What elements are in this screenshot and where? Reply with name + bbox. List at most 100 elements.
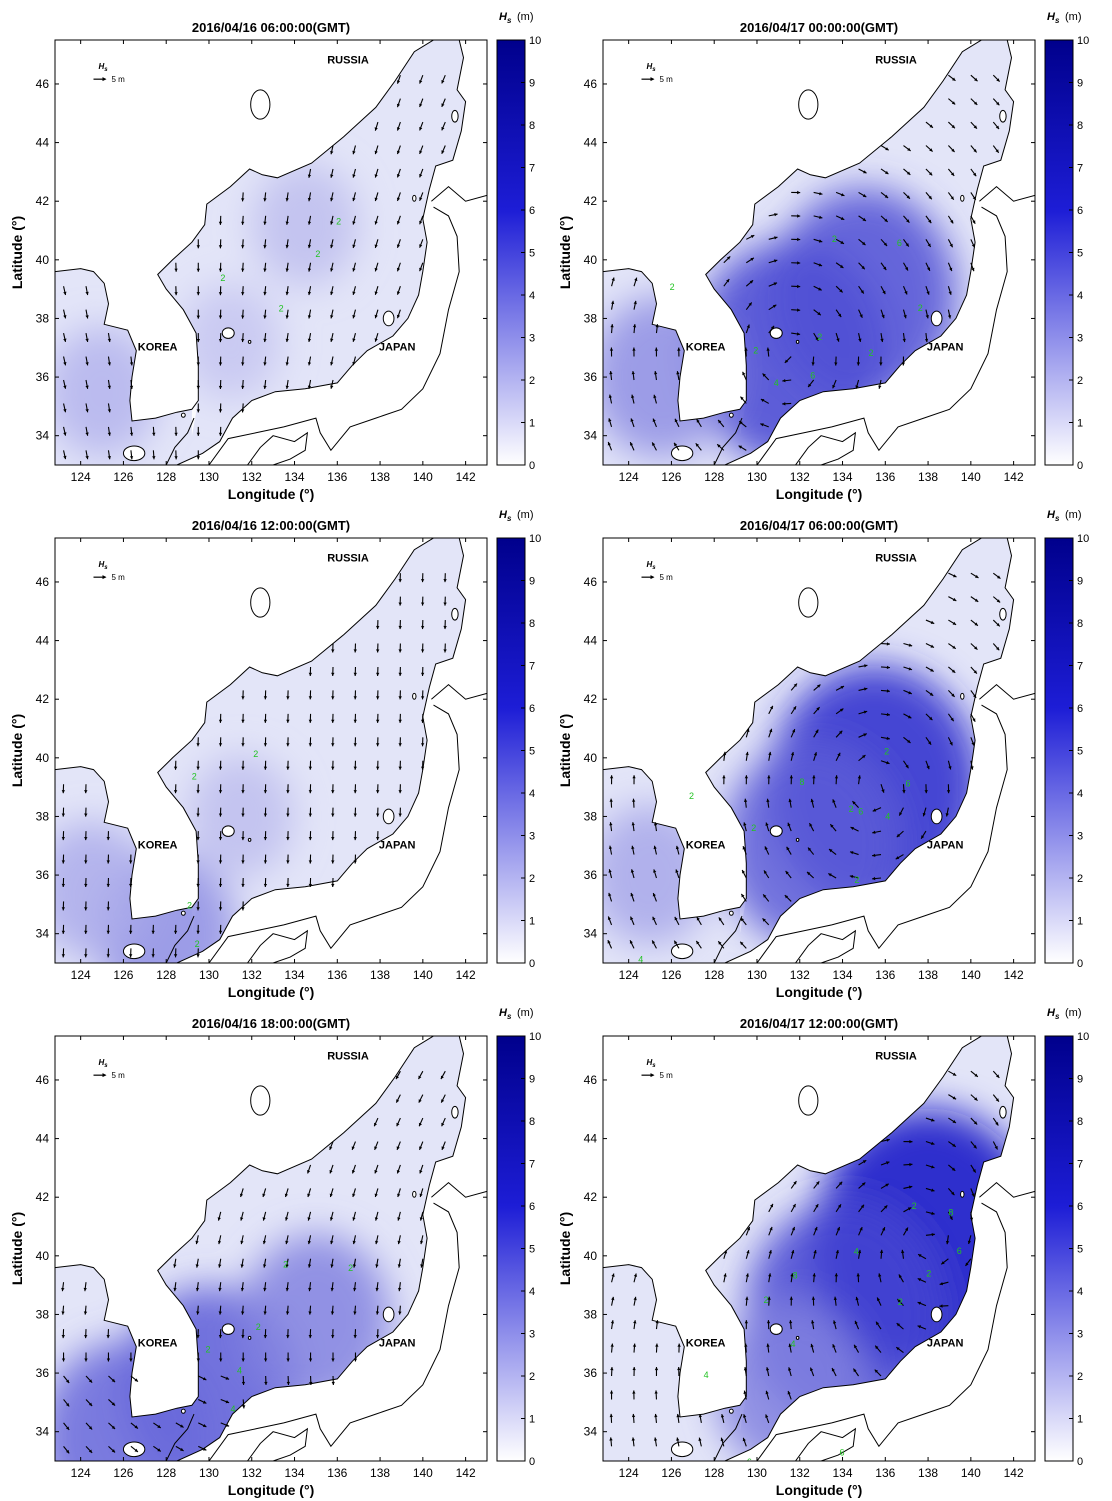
scale-arrow-value: 5 m	[111, 75, 125, 84]
korea-land	[603, 538, 983, 920]
colorbar-unit: (m)	[1065, 11, 1082, 23]
colorbar	[496, 537, 526, 964]
korea-land	[55, 538, 435, 920]
y-tick-label: 42	[36, 194, 50, 208]
contour-label: 6	[957, 1246, 962, 1256]
island	[250, 89, 271, 120]
japan-land	[176, 538, 487, 963]
x-tick-label: 136	[875, 470, 895, 484]
colorbar	[496, 39, 526, 466]
coastline	[756, 206, 1008, 465]
colorbar-tick-label: 0	[1077, 460, 1083, 472]
colorbar-tick-label: 4	[1077, 788, 1083, 800]
coastline	[431, 683, 487, 700]
x-tick-label: 134	[285, 1466, 305, 1480]
y-tick-label: 38	[36, 1307, 50, 1321]
colorbar-tick-label: 6	[1077, 1201, 1083, 1213]
scale-arrow-value: 5 m	[659, 75, 673, 84]
contour-label: 8	[799, 777, 804, 787]
y-tick-label: 42	[584, 1190, 598, 1204]
x-axis-label: Longitude (°)	[776, 1482, 862, 1498]
colorbar-tick-label: 2	[1077, 375, 1083, 387]
region-label-japan: JAPAN	[927, 342, 964, 354]
island	[122, 445, 146, 462]
island	[180, 1408, 186, 1414]
x-tick-label: 140	[961, 1466, 981, 1480]
coastline	[979, 185, 1035, 202]
panel-title: 2016/04/17 12:00:00(GMT)	[740, 1016, 898, 1031]
region-label-korea: KOREA	[686, 342, 726, 354]
island	[728, 412, 734, 418]
contour-label: 2	[6, 871, 11, 881]
scale-arrow-value: 5 m	[111, 573, 125, 582]
map-panel-1: 2016/04/16 06:00:00(GMT) 2 2 2 2 2 2 RUSSIA KORE…	[0, 0, 541, 502]
island	[451, 607, 459, 621]
scale-arrow-value: 5 m	[111, 1071, 125, 1080]
colorbar-tick-label: 0	[529, 460, 535, 472]
contour-label: 8	[793, 1270, 798, 1280]
x-tick-label: 126	[113, 1466, 133, 1480]
y-tick-label: 38	[584, 311, 598, 325]
colorbar-tick-label: 2	[1077, 1371, 1083, 1383]
contour-label: 4	[596, 798, 601, 808]
contour-label: 2	[751, 823, 756, 833]
coastline	[713, 417, 743, 465]
x-tick-label: 142	[456, 1466, 476, 1480]
coastline	[979, 683, 1035, 700]
contour-label: 2	[898, 1297, 903, 1307]
colorbar	[1044, 537, 1074, 964]
colorbar-tick-label: 4	[1077, 290, 1083, 302]
contour-label: 2	[279, 303, 284, 313]
y-tick-label: 46	[584, 77, 598, 91]
contour-label: 6	[810, 370, 815, 380]
plot-frame	[602, 39, 1036, 466]
scale-arrow-label: Hs	[646, 1058, 656, 1069]
colorbar-tick-label: 10	[1077, 1031, 1089, 1043]
contour-label: 2	[256, 1322, 261, 1332]
x-tick-label: 132	[790, 1466, 810, 1480]
colorbar-tick-label: 5	[529, 1244, 535, 1256]
korea-land	[603, 40, 983, 422]
colorbar-tick-label: 3	[529, 1329, 535, 1341]
colorbar-title: Hs	[499, 1007, 512, 1021]
colorbar-tick-label: 6	[529, 205, 535, 217]
y-axis-label: Latitude (°)	[9, 1212, 25, 1285]
contour-label: 2	[192, 772, 197, 782]
coastline	[431, 1181, 487, 1198]
colorbar-tick-label: 0	[1077, 1456, 1083, 1468]
y-tick-label: 40	[36, 1249, 50, 1263]
colorbar-tick-label: 10	[1077, 35, 1089, 47]
x-tick-label: 138	[918, 968, 938, 982]
contour-label: 6	[747, 1457, 752, 1467]
colorbar-tick-label: 9	[1077, 1074, 1083, 1086]
colorbar-tick-label: 0	[1077, 958, 1083, 970]
coastline	[795, 929, 857, 963]
island	[960, 194, 965, 202]
coastline	[208, 704, 460, 963]
japan-land	[724, 1036, 1035, 1461]
x-tick-label: 130	[199, 470, 219, 484]
coastline	[165, 915, 195, 963]
colorbar-tick-label: 8	[1077, 120, 1083, 132]
island	[930, 1306, 943, 1323]
colorbar-tick-label: 1	[1077, 418, 1083, 430]
colorbar-title: Hs	[1047, 1007, 1060, 1021]
y-tick-label: 40	[36, 751, 50, 765]
plot-frame	[602, 537, 1036, 964]
hs-maximum	[770, 188, 957, 402]
x-tick-label: 140	[413, 968, 433, 982]
colorbar-tick-label: 8	[529, 1116, 535, 1128]
x-tick-label: 128	[704, 968, 724, 982]
contour-label: 4	[791, 1339, 796, 1349]
x-tick-label: 134	[285, 968, 305, 982]
contour-label: 2	[753, 345, 758, 355]
colorbar-tick-label: 3	[1077, 831, 1083, 843]
island	[769, 825, 783, 837]
wave-direction-arrows	[63, 74, 446, 460]
x-tick-label: 124	[619, 968, 639, 982]
coastline	[165, 417, 195, 465]
island	[670, 1441, 694, 1458]
y-tick-label: 34	[36, 1425, 50, 1439]
contour-label: 2	[195, 939, 200, 949]
colorbar-title: Hs	[499, 11, 512, 25]
